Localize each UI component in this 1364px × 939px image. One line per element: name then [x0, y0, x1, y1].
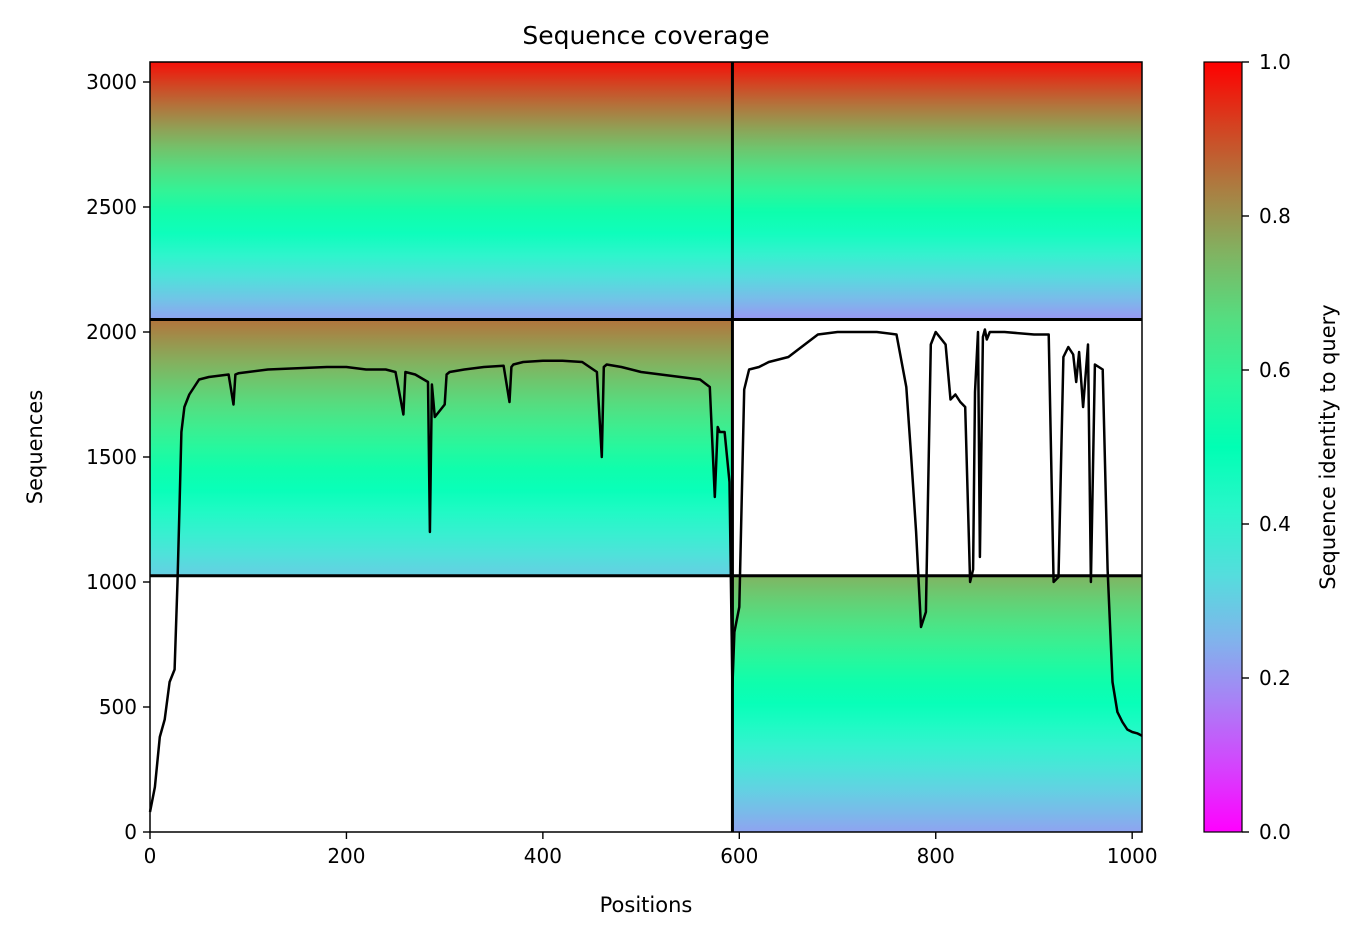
y-tick-label: 1000	[86, 570, 137, 594]
colorbar: 0.0 0.2 0.4 0.6 0.8 1.0 Sequence identity to …	[1203, 50, 1340, 844]
heatmap-block-middle-left	[150, 319, 733, 576]
colorbar-tick-label: 0.0	[1259, 820, 1291, 844]
heatmap-block-top-left	[150, 62, 733, 320]
x-axis-label: Positions	[600, 893, 693, 917]
y-tick-label: 2000	[86, 320, 137, 344]
colorbar-tick-label: 0.4	[1259, 512, 1291, 536]
heatmap-block-top-right	[732, 62, 1142, 320]
y-axis: 0 500 1000 1500 2000 2500 3000	[86, 70, 150, 844]
x-tick-label: 200	[327, 844, 365, 868]
coverage-line	[148, 328, 1143, 813]
x-tick-label: 0	[144, 844, 157, 868]
x-axis: 0 200 400 600 800 1000	[144, 832, 1158, 868]
x-tick-label: 800	[917, 844, 955, 868]
y-tick-label: 0	[124, 820, 137, 844]
block-dividers	[150, 62, 1142, 832]
x-tick-label: 1000	[1107, 844, 1158, 868]
colorbar-tick-label: 1.0	[1259, 50, 1291, 74]
colorbar-tick-label: 0.2	[1259, 666, 1291, 690]
x-tick-label: 600	[720, 844, 758, 868]
chart-title: Sequence coverage	[522, 21, 769, 50]
plot-area	[148, 61, 1143, 833]
x-tick-label: 400	[524, 844, 562, 868]
y-axis-label: Sequences	[23, 390, 47, 505]
colorbar-ticks: 0.0 0.2 0.4 0.6 0.8 1.0	[1242, 50, 1291, 844]
y-tick-label: 2500	[86, 195, 137, 219]
y-tick-label: 500	[99, 695, 137, 719]
colorbar-gradient	[1203, 61, 1243, 833]
colorbar-tick-label: 0.6	[1259, 358, 1291, 382]
y-tick-label: 1500	[86, 445, 137, 469]
plot-frame	[149, 61, 1143, 833]
colorbar-label: Sequence identity to query	[1316, 304, 1340, 589]
colorbar-tick-label: 0.8	[1259, 204, 1291, 228]
y-tick-label: 3000	[86, 70, 137, 94]
heatmap-block-bottom-right	[732, 575, 1142, 832]
heatmap-blocks	[150, 62, 1142, 832]
